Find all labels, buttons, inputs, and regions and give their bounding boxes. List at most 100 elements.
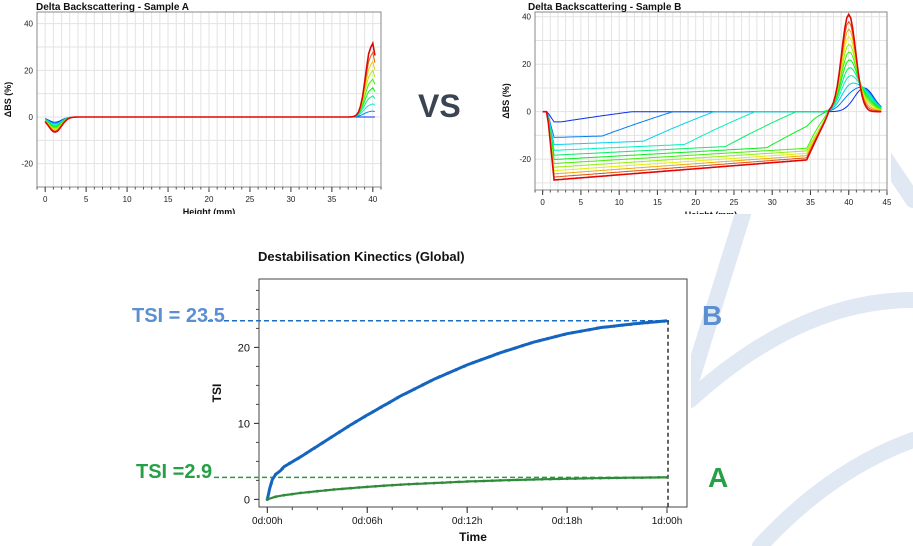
chart-a-svg: 0 5 10 15 20 25 30 35 40 -20 0 20 40 Height (mm) ΔBS (… — [3, 11, 382, 214]
chart-panel-kinetics: 0d:00h 0d:06h 0d:12h 0d:18h 1d:00h 0 10 20 Time T… — [204, 243, 691, 546]
chart-kinetics-svg: 0d:00h 0d:06h 0d:12h 0d:18h 1d:00h 0 10 20 Time T… — [204, 278, 688, 544]
data-point-A — [615, 476, 619, 480]
data-point-A — [582, 477, 586, 480]
data-point-A — [357, 486, 361, 489]
data-point-B — [587, 328, 591, 332]
data-point-B — [404, 391, 408, 395]
data-point-B — [446, 371, 450, 375]
data-point-B — [487, 355, 491, 359]
x-tick-label: 30 — [768, 198, 777, 207]
data-point-B — [562, 332, 566, 336]
y-axis-label: TSI — [210, 384, 224, 403]
data-point-B — [604, 325, 608, 329]
data-point-A — [507, 478, 511, 482]
x-tick-label: 0 — [43, 195, 48, 204]
y-tick-label: 20 — [238, 342, 250, 354]
data-point-A — [640, 476, 644, 479]
data-point-B — [304, 451, 308, 455]
x-axis-label: Height (mm) — [183, 207, 236, 214]
profile-line — [542, 12, 882, 181]
x-tick-label: 5 — [84, 195, 89, 204]
y-tick-label: 40 — [522, 13, 531, 22]
data-point-A — [382, 484, 386, 488]
data-point-B — [396, 396, 400, 400]
data-point-A — [457, 480, 461, 484]
profile-line — [44, 40, 376, 133]
data-point-A — [307, 490, 311, 494]
data-point-A — [265, 498, 269, 501]
chart-kinetics-title: Destabilisation Kinectics (Global) — [258, 249, 465, 264]
data-point-A — [424, 482, 427, 485]
data-point-A — [315, 489, 319, 493]
data-point-B — [504, 349, 508, 353]
data-point-B — [329, 435, 333, 439]
data-point-A — [465, 480, 469, 483]
data-point-B — [312, 446, 317, 450]
data-point-B — [629, 322, 633, 326]
x-tick-label: 35 — [327, 195, 336, 204]
data-point-B — [612, 324, 616, 328]
profile-line — [542, 28, 882, 175]
x-tick-label: 5 — [579, 198, 584, 207]
x-tick-label: 0d:18h — [552, 516, 583, 527]
tsi-a-label: TSI =2.9 — [136, 461, 213, 483]
y-tick-label: 20 — [24, 66, 33, 75]
x-tick-label: 30 — [286, 195, 295, 204]
x-tick-label: 40 — [368, 195, 377, 204]
data-point-A — [599, 476, 602, 480]
profile-line — [542, 67, 882, 156]
x-axis-label: Height (mm) — [685, 210, 738, 214]
x-tick-label: 35 — [806, 198, 815, 207]
data-point-A — [474, 479, 477, 483]
sample-a-tag: A — [708, 462, 729, 493]
data-point-A — [407, 482, 411, 486]
data-point-B — [269, 482, 273, 486]
data-point-A — [557, 477, 561, 481]
data-point-B — [596, 326, 600, 330]
x-tick-label: 40 — [844, 198, 853, 207]
data-point-A — [340, 487, 344, 491]
data-point-A — [574, 477, 577, 480]
x-tick-label: 20 — [205, 195, 214, 204]
data-point-A — [365, 485, 369, 489]
data-point-B — [579, 329, 583, 333]
x-tick-label: 0d:06h — [352, 516, 383, 527]
data-point-A — [282, 493, 286, 497]
data-point-A — [524, 478, 527, 482]
profile-line — [542, 87, 882, 123]
data-point-B — [471, 361, 475, 365]
y-tick-label: 20 — [522, 60, 531, 69]
chart-b-svg: 0 5 10 15 20 25 30 35 40 45 -20 0 20 40 Height (mm) ΔBS… — [501, 11, 891, 214]
y-tick-label: -20 — [519, 155, 531, 164]
data-point-A — [449, 480, 452, 484]
chart-b-title: Delta Backscattering - Sample B — [528, 2, 682, 13]
data-point-A — [665, 476, 669, 479]
data-point-B — [646, 321, 650, 325]
data-point-A — [607, 476, 611, 480]
data-point-A — [440, 481, 444, 485]
y-tick-label: 40 — [24, 20, 33, 29]
data-point-A — [499, 479, 502, 482]
data-point-A — [274, 495, 278, 499]
data-point-A — [399, 483, 402, 486]
x-tick-label: 25 — [730, 198, 739, 207]
y-tick-label: -20 — [21, 160, 33, 169]
data-point-A — [290, 492, 294, 496]
data-point-A — [415, 482, 419, 486]
x-tick-label: 10 — [123, 195, 132, 204]
x-tick-label: 20 — [691, 198, 700, 207]
data-point-B — [571, 331, 575, 335]
y-tick-label: 0 — [29, 113, 34, 122]
data-point-A — [490, 479, 494, 483]
x-tick-label: 0d:12h — [452, 516, 483, 527]
data-point-A — [324, 489, 327, 492]
y-axis-label: ΔBS (%) — [3, 82, 13, 117]
data-point-A — [540, 477, 544, 481]
x-tick-label: 0 — [540, 198, 545, 207]
data-point-B — [437, 375, 441, 379]
data-point-B — [512, 346, 516, 350]
data-point-A — [482, 479, 486, 483]
x-tick-label: 25 — [245, 195, 254, 204]
tsi-b-label: TSI = 23.5 — [132, 305, 225, 327]
data-point-A — [390, 483, 394, 487]
